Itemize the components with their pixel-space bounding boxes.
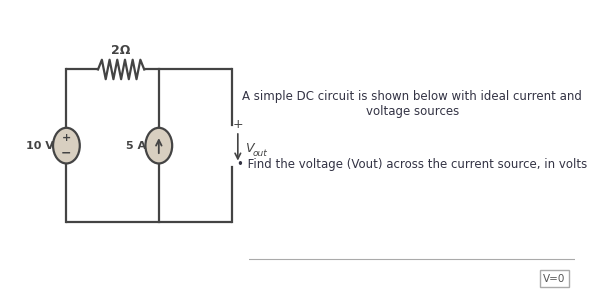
Text: A simple DC circuit is shown below with ideal current and voltage sources: A simple DC circuit is shown below with … <box>242 90 582 118</box>
Text: out: out <box>253 149 267 158</box>
Text: V: V <box>245 142 254 155</box>
Text: V=0: V=0 <box>543 274 566 284</box>
Text: −: − <box>61 146 72 159</box>
Text: ?: ? <box>544 29 550 39</box>
Text: +: + <box>232 118 243 131</box>
Text: • Find the voltage (Vout) across the current source, in volts: • Find the voltage (Vout) across the cur… <box>237 159 587 171</box>
Text: 10 V: 10 V <box>25 141 53 150</box>
Text: 5 A: 5 A <box>126 141 146 150</box>
Circle shape <box>53 128 80 163</box>
Text: 2Ω: 2Ω <box>111 44 131 57</box>
Text: +: + <box>62 134 71 144</box>
Circle shape <box>145 128 172 163</box>
